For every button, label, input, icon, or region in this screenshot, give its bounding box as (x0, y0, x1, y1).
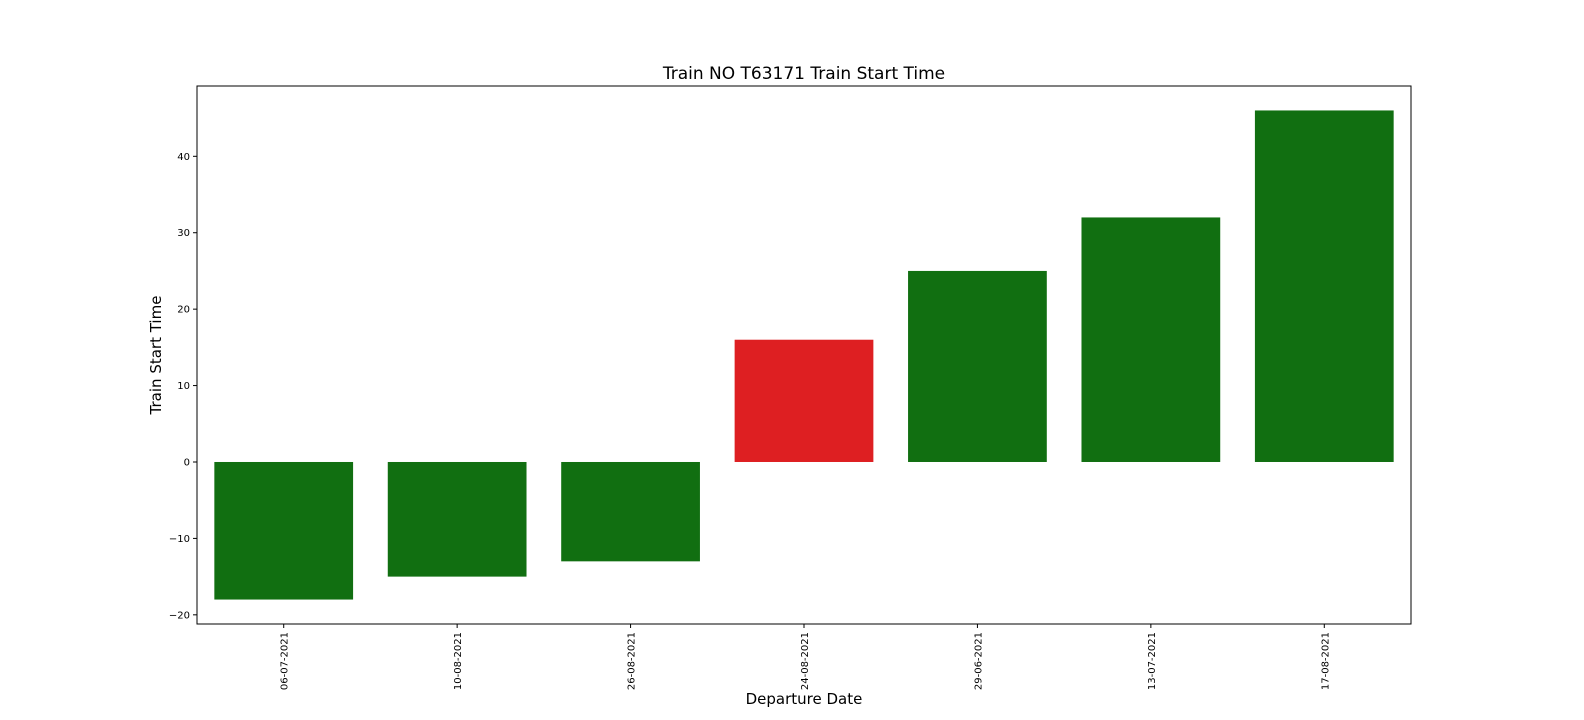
y-tick-label: −10 (169, 534, 190, 545)
y-axis: −20 −10 0 10 20 30 40 (169, 152, 197, 621)
x-tick-label: 13-07-2021 (1147, 632, 1158, 690)
bar-13-07-2021 (1081, 217, 1221, 462)
y-tick-label: −20 (169, 610, 190, 621)
bar-06-07-2021 (214, 461, 354, 600)
x-axis-title: Departure Date (746, 690, 863, 708)
y-tick-label: 20 (177, 305, 190, 316)
plot-frame (196, 85, 1412, 625)
y-axis-title: Train Start Time (147, 296, 165, 416)
y-tick-label: 10 (177, 381, 190, 392)
x-tick-label: 06-07-2021 (280, 632, 291, 690)
chart-title: Train NO T63171 Train Start Time (662, 64, 945, 84)
bar-17-08-2021 (1254, 110, 1394, 462)
x-tick-label: 10-08-2021 (453, 632, 464, 690)
y-tick-label: 0 (184, 457, 190, 468)
bar-24-08-2021 (734, 339, 874, 462)
x-tick-label: 24-08-2021 (800, 632, 811, 690)
x-tick-label: 17-08-2021 (1320, 632, 1331, 690)
bar-10-08-2021 (387, 461, 527, 577)
bars-group (214, 110, 1394, 600)
bar-29-06-2021 (908, 270, 1047, 462)
x-tick-label: 29-06-2021 (973, 632, 984, 690)
bar-26-08-2021 (561, 461, 700, 562)
y-tick-label: 30 (177, 228, 190, 239)
x-axis: 06-07-2021 10-08-2021 26-08-2021 24-08-2021… (280, 624, 1331, 690)
y-tick-label: 40 (177, 152, 190, 163)
x-tick-label: 26-08-2021 (627, 632, 638, 690)
